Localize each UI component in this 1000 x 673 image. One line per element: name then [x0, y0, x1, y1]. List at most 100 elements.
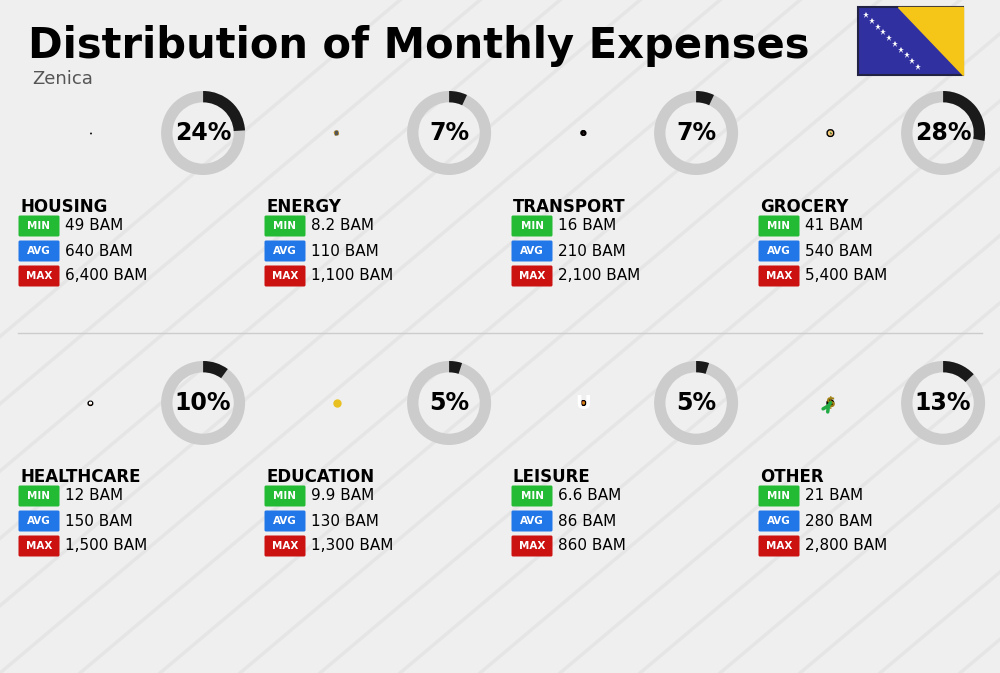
Text: AVG: AVG: [520, 246, 544, 256]
Text: 860 BAM: 860 BAM: [558, 538, 626, 553]
Text: 110 BAM: 110 BAM: [311, 244, 379, 258]
FancyBboxPatch shape: [18, 511, 60, 532]
FancyBboxPatch shape: [264, 266, 306, 287]
Text: MAX: MAX: [26, 541, 52, 551]
Text: AVG: AVG: [767, 246, 791, 256]
Text: AVG: AVG: [273, 246, 297, 256]
Text: 280 BAM: 280 BAM: [805, 513, 873, 528]
Text: ENERGY: ENERGY: [266, 198, 341, 216]
FancyBboxPatch shape: [88, 401, 93, 405]
Text: $: $: [826, 396, 835, 410]
Text: MAX: MAX: [519, 541, 545, 551]
Text: AVG: AVG: [27, 246, 51, 256]
Text: GROCERY: GROCERY: [760, 198, 848, 216]
Wedge shape: [654, 91, 738, 175]
Text: 2,800 BAM: 2,800 BAM: [805, 538, 887, 553]
Text: AVG: AVG: [27, 516, 51, 526]
Wedge shape: [901, 361, 985, 445]
Text: 9.9 BAM: 9.9 BAM: [311, 489, 374, 503]
Text: MAX: MAX: [766, 541, 792, 551]
FancyBboxPatch shape: [18, 485, 60, 507]
Text: 28%: 28%: [915, 121, 971, 145]
Wedge shape: [654, 361, 738, 445]
Text: 1,100 BAM: 1,100 BAM: [311, 269, 393, 283]
Wedge shape: [449, 361, 462, 374]
FancyBboxPatch shape: [828, 401, 833, 405]
Text: MAX: MAX: [766, 271, 792, 281]
Text: MAX: MAX: [519, 271, 545, 281]
FancyBboxPatch shape: [827, 130, 834, 137]
FancyBboxPatch shape: [18, 240, 60, 262]
FancyBboxPatch shape: [264, 240, 306, 262]
Text: 5,400 BAM: 5,400 BAM: [805, 269, 887, 283]
FancyBboxPatch shape: [264, 485, 306, 507]
Text: 41 BAM: 41 BAM: [805, 219, 863, 234]
FancyBboxPatch shape: [335, 402, 338, 404]
Text: 16 BAM: 16 BAM: [558, 219, 616, 234]
Text: HOUSING: HOUSING: [20, 198, 107, 216]
FancyBboxPatch shape: [512, 240, 552, 262]
FancyBboxPatch shape: [335, 402, 338, 404]
Text: MAX: MAX: [272, 271, 298, 281]
Text: MIN: MIN: [768, 221, 790, 231]
Text: 8.2 BAM: 8.2 BAM: [311, 219, 374, 234]
Text: 5%: 5%: [429, 391, 469, 415]
Text: 5%: 5%: [676, 391, 716, 415]
FancyBboxPatch shape: [512, 266, 552, 287]
FancyBboxPatch shape: [18, 536, 60, 557]
FancyBboxPatch shape: [581, 131, 585, 135]
FancyBboxPatch shape: [264, 215, 306, 236]
FancyBboxPatch shape: [759, 240, 800, 262]
FancyBboxPatch shape: [18, 215, 60, 236]
Text: 150 BAM: 150 BAM: [65, 513, 133, 528]
Wedge shape: [943, 361, 974, 382]
Text: MIN: MIN: [520, 221, 544, 231]
Wedge shape: [696, 91, 714, 105]
Text: MIN: MIN: [28, 221, 50, 231]
Text: AVG: AVG: [273, 516, 297, 526]
Text: 12 BAM: 12 BAM: [65, 489, 123, 503]
Text: MAX: MAX: [26, 271, 52, 281]
Text: 86 BAM: 86 BAM: [558, 513, 616, 528]
FancyBboxPatch shape: [264, 511, 306, 532]
Text: AVG: AVG: [767, 516, 791, 526]
FancyBboxPatch shape: [759, 485, 800, 507]
FancyBboxPatch shape: [512, 485, 552, 507]
Text: OTHER: OTHER: [760, 468, 824, 486]
FancyBboxPatch shape: [582, 132, 585, 134]
Text: MAX: MAX: [272, 541, 298, 551]
Text: HEALTHCARE: HEALTHCARE: [20, 468, 140, 486]
Wedge shape: [696, 361, 709, 374]
Text: 49 BAM: 49 BAM: [65, 219, 123, 234]
Wedge shape: [161, 91, 245, 175]
Text: 2,100 BAM: 2,100 BAM: [558, 269, 640, 283]
FancyBboxPatch shape: [512, 511, 552, 532]
Text: TRANSPORT: TRANSPORT: [513, 198, 626, 216]
FancyBboxPatch shape: [759, 511, 800, 532]
Text: Zenica: Zenica: [32, 70, 93, 88]
Text: MIN: MIN: [274, 491, 296, 501]
Text: EDUCATION: EDUCATION: [266, 468, 374, 486]
Wedge shape: [449, 91, 467, 105]
Text: Distribution of Monthly Expenses: Distribution of Monthly Expenses: [28, 25, 810, 67]
Text: 21 BAM: 21 BAM: [805, 489, 863, 503]
Text: AVG: AVG: [520, 516, 544, 526]
Text: MIN: MIN: [28, 491, 50, 501]
Text: 7%: 7%: [429, 121, 469, 145]
FancyBboxPatch shape: [512, 215, 552, 236]
Wedge shape: [407, 361, 491, 445]
FancyBboxPatch shape: [759, 215, 800, 236]
Text: MIN: MIN: [768, 491, 790, 501]
Text: 10%: 10%: [175, 391, 231, 415]
Text: 7%: 7%: [676, 121, 716, 145]
Wedge shape: [203, 91, 245, 131]
Text: LEISURE: LEISURE: [513, 468, 591, 486]
Wedge shape: [943, 91, 985, 141]
FancyBboxPatch shape: [581, 401, 586, 405]
FancyBboxPatch shape: [858, 7, 963, 75]
Text: 210 BAM: 210 BAM: [558, 244, 626, 258]
Text: 640 BAM: 640 BAM: [65, 244, 133, 258]
Text: 1,300 BAM: 1,300 BAM: [311, 538, 393, 553]
FancyBboxPatch shape: [512, 536, 552, 557]
FancyBboxPatch shape: [759, 266, 800, 287]
